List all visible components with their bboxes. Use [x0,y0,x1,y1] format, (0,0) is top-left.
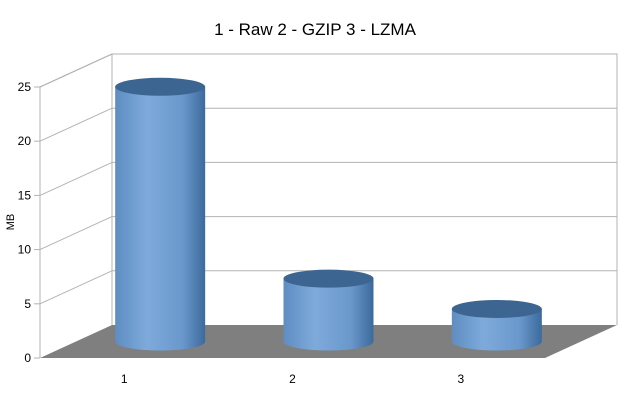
side-gridline [39,161,113,196]
bars [115,77,542,351]
chart-title: 1 - Raw 2 - GZIP 3 - LZMA [214,20,417,39]
bar-body [115,86,206,351]
side-gridline [39,107,113,142]
bar [451,299,542,351]
y-tick-label: 25 [18,80,32,94]
bar-top [451,299,542,318]
bar-body [283,278,374,351]
bar [115,77,206,351]
bar [283,269,374,351]
y-tick-label: 15 [18,188,32,202]
side-gridline [39,270,113,305]
bar-body [451,308,542,351]
y-tick-label: 10 [18,243,32,257]
side-gridline [39,53,113,88]
x-tick-label: 1 [121,372,128,386]
bar-top [115,77,206,96]
side-gridline [39,216,113,251]
y-tick-label: 0 [24,351,31,365]
bar-top [283,269,374,288]
y-axis-label: MB [5,214,17,231]
x-tick-label: 2 [289,372,296,386]
y-tick-label: 20 [18,134,32,148]
y-axis-ticks: 0 5 10 15 20 25 [18,80,41,365]
y-tick-label: 5 [24,297,31,311]
x-axis-ticks: 1 2 3 [121,372,465,386]
x-tick-label: 3 [457,372,464,386]
